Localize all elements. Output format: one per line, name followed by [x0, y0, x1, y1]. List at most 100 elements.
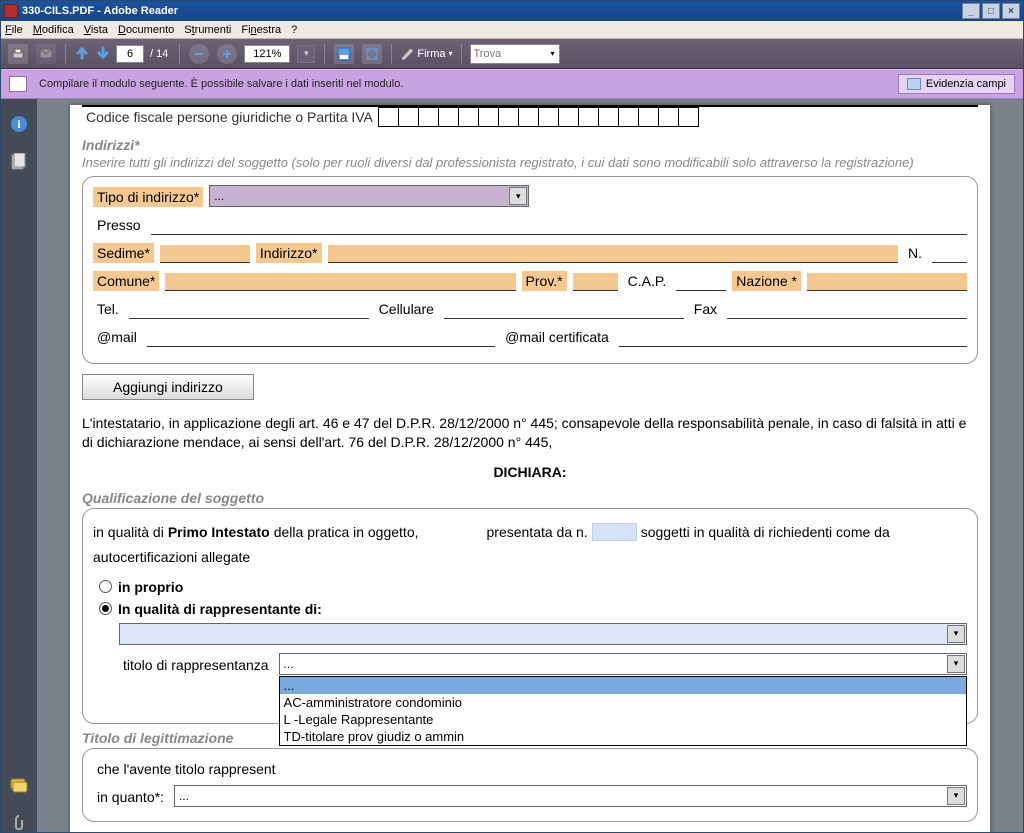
legit-box: che l'avente titolo rappresent in quanto… [82, 748, 978, 822]
mail-label: @mail [93, 327, 141, 347]
fiscal-code-boxes[interactable] [379, 107, 699, 127]
fax-input[interactable] [727, 303, 967, 319]
app-icon [4, 4, 18, 18]
form-info-bar: Compilare il modulo seguente. È possibil… [1, 69, 1023, 99]
find-box: ▾ [470, 44, 560, 64]
zoom-out-button[interactable] [188, 43, 210, 65]
minimize-button[interactable]: _ [962, 3, 980, 19]
qualification-title: Qualificazione del soggetto [82, 490, 978, 506]
menu-file[interactable]: File [5, 24, 23, 36]
tipo-indirizzo-select[interactable]: ... ▾ [209, 185, 529, 207]
page-input[interactable] [116, 45, 144, 63]
radio-rappresentante[interactable]: In qualità di rappresentante di: [99, 601, 967, 617]
addresses-title: Indirizzi* [82, 137, 978, 153]
menu-finestra[interactable]: Finestra [241, 24, 281, 36]
drop-option-0[interactable]: ... [280, 677, 966, 694]
fit-page-button[interactable] [361, 43, 383, 65]
document-view[interactable]: Codice fiscale persone giuridiche o Part… [37, 99, 1023, 832]
highlight-icon [907, 78, 921, 90]
sedime-input[interactable] [160, 245, 250, 263]
close-button[interactable]: × [1002, 3, 1020, 19]
chevron-down-icon[interactable]: ▾ [947, 625, 965, 643]
mailcert-input[interactable] [619, 331, 967, 347]
pages-panel-button[interactable] [8, 153, 30, 171]
menu-strumenti[interactable]: Strumenti [184, 24, 231, 36]
radio-in-proprio[interactable]: in proprio [99, 579, 967, 595]
presso-input[interactable] [151, 219, 967, 235]
page-of: / 14 [147, 48, 171, 60]
qualification-box: in qualità di Primo Intestato della prat… [82, 508, 978, 724]
tel-label: Tel. [93, 299, 123, 319]
drop-option-2[interactable]: L -Legale Rappresentante [280, 711, 966, 728]
prov-input[interactable] [573, 273, 618, 291]
declaration-text: L'intestatario, in applicazione degli ar… [82, 414, 978, 452]
chevron-down-icon[interactable]: ▾ [509, 187, 527, 205]
numero-label: N. [904, 243, 926, 263]
sign-button[interactable]: Firma▾ [400, 47, 452, 61]
cap-input[interactable] [676, 275, 726, 291]
titolo-rappr-list[interactable]: ... AC-amministratore condominio L -Lega… [279, 676, 967, 746]
zoom-in-button[interactable] [216, 43, 238, 65]
tipo-indirizzo-label: Tipo di indirizzo* [93, 187, 203, 207]
window-title: 330-CILS.PDF - Adobe Reader [22, 5, 178, 17]
maximize-button[interactable]: □ [982, 3, 1000, 19]
nazione-input[interactable] [807, 273, 967, 291]
menu-bar: File Modifica Vista Documento Strumenti … [1, 21, 1023, 39]
drop-option-1[interactable]: AC-amministratore condominio [280, 694, 966, 711]
fiscal-code-row: Codice fiscale persone giuridiche o Part… [82, 105, 978, 127]
numero-input[interactable] [932, 247, 967, 263]
main-area: i Codice fiscale persone giuridiche o Pa… [1, 99, 1023, 832]
addresses-sub: Inserire tutti gli indirizzi del soggett… [82, 155, 978, 170]
title-bar: 330-CILS.PDF - Adobe Reader _ □ × [1, 1, 1023, 21]
find-dropdown-arrow[interactable]: ▾ [551, 49, 555, 58]
inquanto-dropdown[interactable]: ... ▾ [174, 785, 967, 807]
address-box: Tipo di indirizzo* ... ▾ Presso Sedime* [82, 176, 978, 364]
menu-vista[interactable]: Vista [84, 24, 108, 36]
chevron-down-icon[interactable]: ▾ [947, 787, 965, 805]
form-info-text: Compilare il modulo seguente. È possibil… [39, 78, 403, 90]
highlight-fields-button[interactable]: Evidenzia campi [898, 74, 1015, 94]
indirizzo-input[interactable] [328, 245, 898, 263]
page-content: Codice fiscale persone giuridiche o Part… [70, 105, 990, 832]
form-info-icon [9, 76, 27, 92]
num-subjects-field[interactable] [592, 523, 637, 541]
menu-documento[interactable]: Documento [118, 24, 174, 36]
comments-panel-button[interactable] [8, 778, 30, 794]
cell-input[interactable] [444, 303, 684, 319]
menu-help[interactable]: ? [291, 24, 297, 36]
add-address-button[interactable]: Aggiungi indirizzo [82, 374, 254, 400]
nav-panel: i [1, 99, 37, 832]
cell-label: Cellulare [375, 299, 438, 319]
mail-input[interactable] [147, 331, 495, 347]
zoom-input[interactable] [244, 45, 290, 63]
print-button[interactable] [7, 43, 29, 65]
prev-page-button[interactable] [74, 45, 92, 63]
email-button[interactable] [35, 43, 57, 65]
sedime-label: Sedime* [93, 243, 154, 263]
drop-option-3[interactable]: TD-titolare prov giudiz o ammin [280, 728, 966, 745]
presso-label: Presso [93, 215, 145, 235]
info-panel-button[interactable]: i [8, 115, 30, 133]
titolo-rappr-label: titolo di rappresentanza [119, 655, 273, 675]
next-page-button[interactable] [95, 45, 113, 63]
tel-input[interactable] [129, 303, 369, 319]
zoom-dropdown-arrow[interactable]: ▾ [297, 45, 315, 63]
radio-icon[interactable] [99, 602, 112, 615]
find-input[interactable] [471, 45, 551, 63]
window-controls: _ □ × [960, 3, 1020, 19]
attachments-panel-button[interactable] [8, 814, 30, 832]
chevron-down-icon[interactable]: ▾ [947, 655, 965, 673]
save-button[interactable] [333, 43, 355, 65]
menu-modifica[interactable]: Modifica [33, 24, 74, 36]
fiscal-code-label: Codice fiscale persone giuridiche o Part… [86, 109, 373, 125]
inquanto-label: in quanto*: [93, 787, 168, 807]
rappresentante-field[interactable]: ▾ [119, 623, 967, 645]
nazione-label: Nazione * [732, 271, 801, 291]
comune-input[interactable] [165, 273, 515, 291]
radio-icon[interactable] [99, 580, 112, 593]
window: 330-CILS.PDF - Adobe Reader _ □ × File M… [0, 0, 1024, 833]
avente-label: che l'avente titolo rappresent [93, 759, 280, 779]
titolo-rappr-dropdown[interactable]: ... ▾ ... AC-amministratore condominio L… [279, 653, 967, 675]
fax-label: Fax [690, 299, 721, 319]
indirizzo-label: Indirizzo* [256, 243, 322, 263]
